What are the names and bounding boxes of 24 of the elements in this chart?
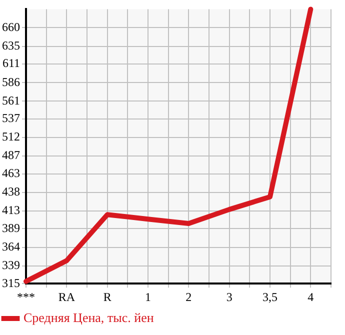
x-tick-label: 4 (308, 290, 314, 304)
x-tick-label: 2 (186, 290, 192, 304)
y-tick-label: 512 (2, 130, 20, 144)
x-tick-label: 3,5 (262, 290, 278, 304)
y-tick-label: 463 (2, 166, 20, 180)
x-tick-label: R (103, 290, 112, 304)
y-tick-label: 611 (2, 56, 20, 70)
y-tick-label: 364 (2, 239, 20, 254)
y-tick-label: 339 (2, 258, 20, 272)
legend-label: Средняя Цена, тыс. йен (24, 310, 154, 325)
y-tick-label: 315 (2, 276, 20, 290)
y-tick-label: 561 (2, 93, 20, 108)
x-tick-label: RA (58, 290, 76, 304)
y-tick-label: 660 (2, 20, 20, 34)
x-tick-label: *** (17, 290, 35, 304)
y-tick-label: 438 (2, 184, 20, 199)
y-tick-label: 586 (2, 74, 20, 89)
y-tick-label: 487 (2, 148, 20, 162)
y-tick-label: 413 (2, 203, 20, 218)
y-tick-label: 635 (2, 38, 20, 52)
y-tick-label: 389 (2, 220, 20, 235)
x-tick-label: 1 (145, 290, 151, 304)
y-tick-label: 537 (2, 111, 20, 126)
x-tick-label: 3 (226, 290, 232, 304)
